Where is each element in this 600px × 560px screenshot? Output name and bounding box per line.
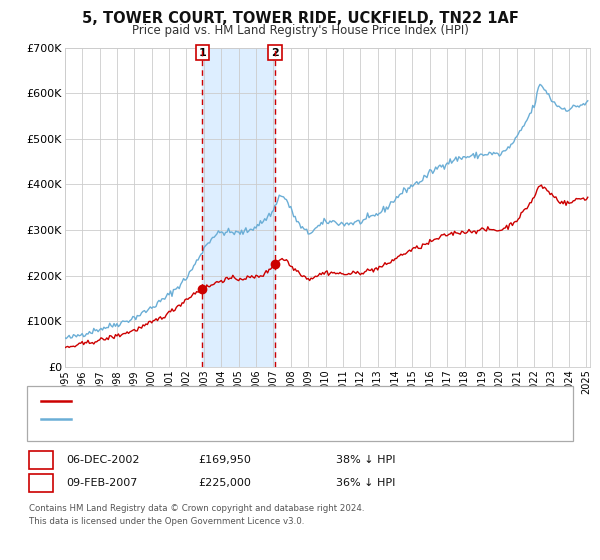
Text: 2: 2 bbox=[271, 48, 279, 58]
Text: £225,000: £225,000 bbox=[198, 478, 251, 488]
Text: 1: 1 bbox=[37, 454, 45, 467]
Text: This data is licensed under the Open Government Licence v3.0.: This data is licensed under the Open Gov… bbox=[29, 517, 304, 526]
Text: 38% ↓ HPI: 38% ↓ HPI bbox=[336, 455, 395, 465]
Text: Contains HM Land Registry data © Crown copyright and database right 2024.: Contains HM Land Registry data © Crown c… bbox=[29, 504, 364, 513]
Bar bbox=[202, 48, 275, 367]
Text: HPI: Average price, detached house, Wealden: HPI: Average price, detached house, Weal… bbox=[75, 414, 313, 424]
Text: 5, TOWER COURT, TOWER RIDE, UCKFIELD, TN22 1AF: 5, TOWER COURT, TOWER RIDE, UCKFIELD, TN… bbox=[82, 11, 518, 26]
Text: 09-FEB-2007: 09-FEB-2007 bbox=[66, 478, 137, 488]
Text: 06-DEC-2002: 06-DEC-2002 bbox=[66, 455, 139, 465]
Text: £169,950: £169,950 bbox=[198, 455, 251, 465]
Text: Price paid vs. HM Land Registry's House Price Index (HPI): Price paid vs. HM Land Registry's House … bbox=[131, 24, 469, 36]
Text: 36% ↓ HPI: 36% ↓ HPI bbox=[336, 478, 395, 488]
Text: 1: 1 bbox=[199, 48, 206, 58]
Text: 2: 2 bbox=[37, 476, 45, 489]
Text: 5, TOWER COURT, TOWER RIDE, UCKFIELD, TN22 1AF (detached house): 5, TOWER COURT, TOWER RIDE, UCKFIELD, TN… bbox=[75, 396, 448, 406]
